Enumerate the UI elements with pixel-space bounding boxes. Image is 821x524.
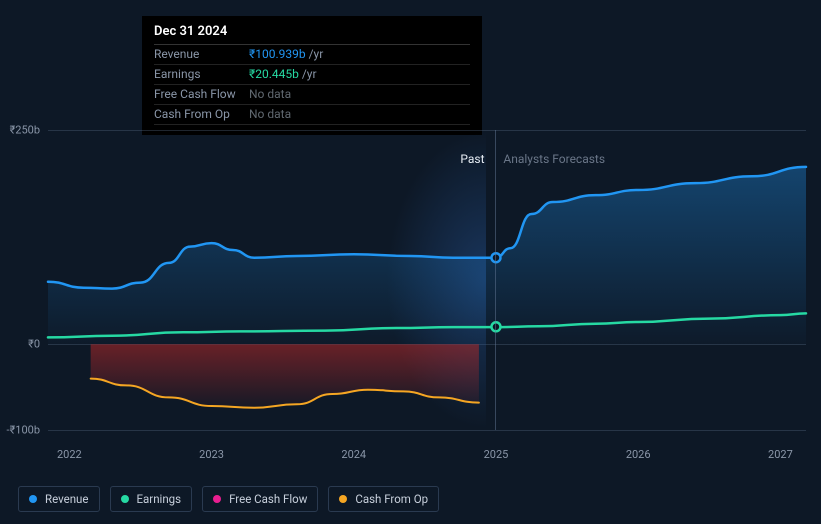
tooltip-row: Revenue₹100.939b/yr — [154, 45, 470, 65]
legend-dot-icon — [121, 495, 129, 503]
tooltip-no-data: No data — [249, 107, 291, 121]
tooltip-row: Free Cash FlowNo data — [154, 85, 470, 105]
tooltip-date: Dec 31 2024 — [154, 24, 470, 45]
legend-item-cash-from-op[interactable]: Cash From Op — [328, 486, 439, 512]
past-label: Past — [460, 152, 484, 166]
x-axis-label: 2025 — [484, 448, 509, 461]
tooltip-row: Earnings₹20.445b/yr — [154, 65, 470, 85]
legend-label: Earnings — [137, 492, 182, 506]
legend-label: Cash From Op — [355, 492, 428, 506]
legend-dot-icon — [339, 495, 347, 503]
tooltip-row: Cash From OpNo data — [154, 105, 470, 125]
tooltip-metric-label: Free Cash Flow — [154, 87, 249, 101]
legend-dot-icon — [29, 495, 37, 503]
past-forecast-divider — [495, 130, 496, 430]
x-axis-label: 2024 — [341, 448, 366, 461]
tooltip-metric-suffix: /yr — [302, 67, 317, 81]
tooltip-metric-label: Revenue — [154, 47, 249, 61]
legend-item-earnings[interactable]: Earnings — [110, 486, 193, 512]
legend-dot-icon — [213, 495, 221, 503]
legend-item-free-cash-flow[interactable]: Free Cash Flow — [202, 486, 318, 512]
chart-plot — [48, 130, 806, 430]
y-axis-label: ₹0 — [0, 338, 40, 351]
x-axis-label: 2023 — [199, 448, 224, 461]
y-axis-label: -₹100b — [0, 424, 40, 437]
y-axis-label: ₹250b — [0, 124, 40, 137]
legend-label: Free Cash Flow — [229, 492, 307, 506]
gridline — [48, 430, 806, 431]
legend-item-revenue[interactable]: Revenue — [18, 486, 100, 512]
cash-from-op-area — [91, 344, 479, 407]
tooltip-metric-suffix: /yr — [309, 47, 324, 61]
forecast-label: Analysts Forecasts — [503, 152, 605, 166]
x-axis-label: 2027 — [768, 448, 793, 461]
tooltip-no-data: No data — [249, 87, 291, 101]
chart-legend: Revenue Earnings Free Cash Flow Cash From O… — [18, 486, 439, 512]
legend-label: Revenue — [45, 492, 89, 506]
chart-tooltip: Dec 31 2024 Revenue₹100.939b/yrEarnings₹… — [142, 16, 482, 135]
tooltip-metric-value: ₹20.445b — [249, 67, 299, 81]
financials-chart: ₹250b₹0-₹100b PastAnalysts Forecasts 202… — [18, 130, 806, 440]
tooltip-metric-label: Earnings — [154, 67, 249, 81]
tooltip-metric-value: ₹100.939b — [249, 47, 306, 61]
x-axis-label: 2026 — [626, 448, 651, 461]
tooltip-metric-label: Cash From Op — [154, 107, 249, 121]
x-axis-label: 2022 — [57, 448, 82, 461]
